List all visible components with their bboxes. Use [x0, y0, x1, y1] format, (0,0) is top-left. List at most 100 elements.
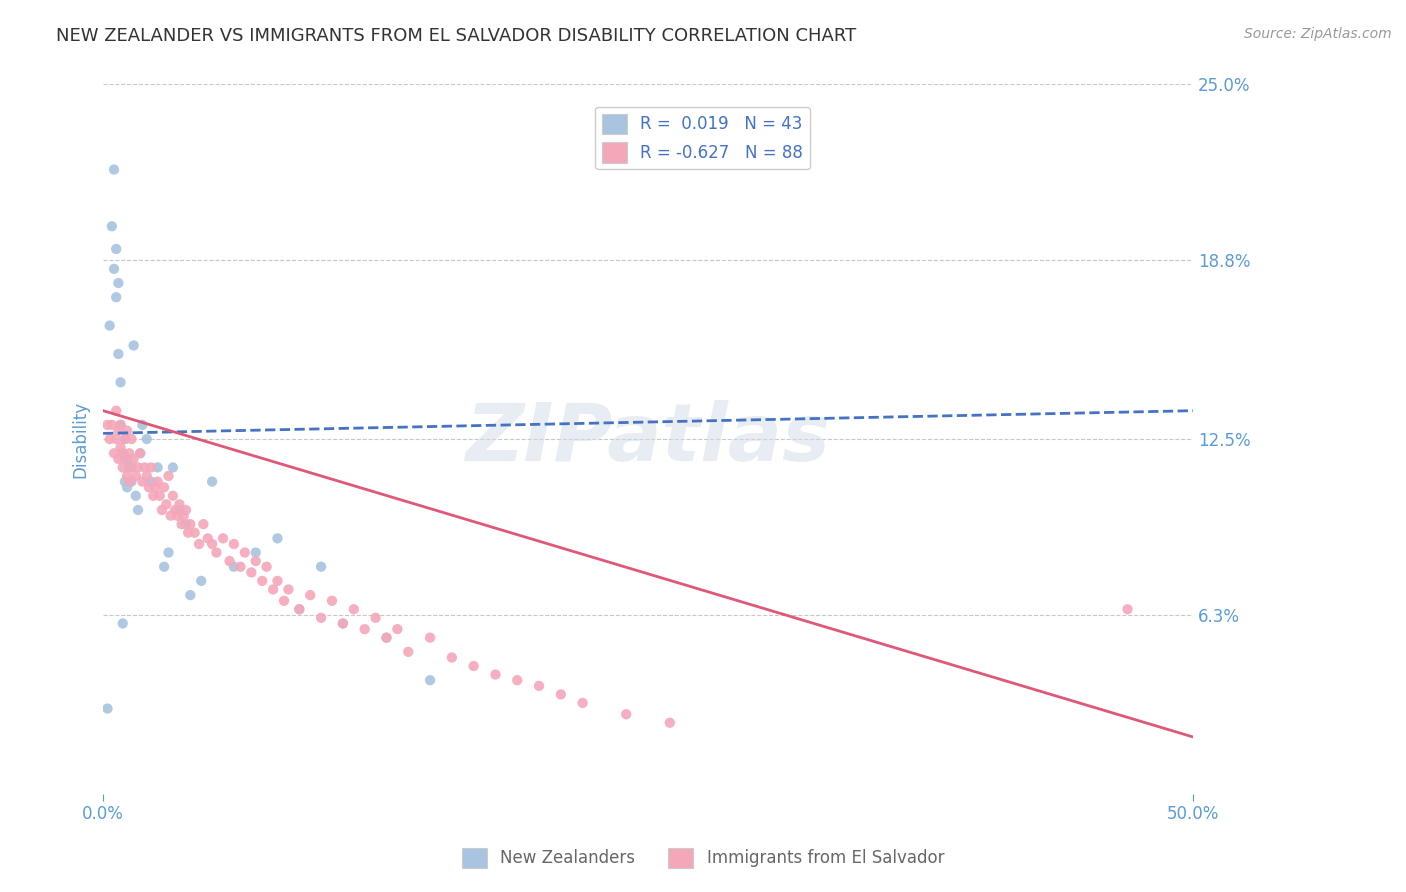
Point	[222, 537, 245, 551]
Point	[110, 417, 132, 432]
Point	[139, 475, 162, 489]
Point	[105, 403, 128, 417]
Point	[658, 715, 681, 730]
Point	[197, 532, 219, 546]
Point	[288, 602, 311, 616]
Point	[205, 545, 228, 559]
Point	[332, 616, 354, 631]
Point	[105, 432, 128, 446]
Point	[96, 417, 118, 432]
Point	[107, 451, 129, 466]
Point	[364, 611, 387, 625]
Point	[118, 446, 141, 460]
Point	[169, 497, 191, 511]
Point	[139, 460, 162, 475]
Point	[110, 376, 132, 390]
Point	[138, 480, 160, 494]
Point	[115, 451, 138, 466]
Point	[188, 537, 211, 551]
Point	[145, 480, 167, 494]
Point	[166, 508, 188, 523]
Point	[375, 631, 398, 645]
Point	[118, 475, 141, 489]
Point	[571, 696, 593, 710]
Point	[353, 622, 375, 636]
Point	[201, 475, 224, 489]
Point	[332, 616, 354, 631]
Point	[127, 460, 149, 475]
Point	[190, 574, 212, 588]
Point	[122, 451, 145, 466]
Point	[1116, 602, 1139, 616]
Point	[114, 475, 136, 489]
Legend: R =  0.019   N = 43, R = -0.627   N = 88: R = 0.019 N = 43, R = -0.627 N = 88	[595, 107, 810, 169]
Point	[252, 574, 274, 588]
Point	[110, 441, 132, 455]
Point	[419, 631, 441, 645]
Point	[233, 545, 256, 559]
Point	[193, 517, 215, 532]
Point	[115, 480, 138, 494]
Point	[135, 432, 157, 446]
Point	[266, 574, 288, 588]
Point	[129, 446, 152, 460]
Point	[103, 162, 125, 177]
Point	[121, 432, 143, 446]
Text: ZIPatlas: ZIPatlas	[465, 400, 831, 478]
Point	[550, 687, 572, 701]
Point	[157, 545, 180, 559]
Point	[131, 417, 153, 432]
Point	[179, 588, 201, 602]
Point	[288, 602, 311, 616]
Y-axis label: Disability: Disability	[72, 401, 89, 477]
Point	[96, 701, 118, 715]
Point	[177, 525, 200, 540]
Point	[162, 489, 184, 503]
Point	[174, 503, 197, 517]
Point	[299, 588, 322, 602]
Point	[127, 503, 149, 517]
Point	[159, 508, 181, 523]
Point	[153, 559, 176, 574]
Point	[387, 622, 409, 636]
Point	[110, 417, 132, 432]
Point	[245, 545, 267, 559]
Point	[273, 594, 295, 608]
Point	[111, 446, 134, 460]
Point	[614, 707, 637, 722]
Point	[440, 650, 463, 665]
Point	[114, 451, 136, 466]
Point	[150, 503, 173, 517]
Point	[115, 424, 138, 438]
Legend: New Zealanders, Immigrants from El Salvador: New Zealanders, Immigrants from El Salva…	[456, 841, 950, 875]
Point	[98, 432, 121, 446]
Point	[419, 673, 441, 688]
Point	[170, 517, 193, 532]
Point	[118, 460, 141, 475]
Point	[114, 432, 136, 446]
Point	[142, 489, 165, 503]
Point	[131, 475, 153, 489]
Point	[218, 554, 240, 568]
Point	[101, 219, 124, 234]
Point	[101, 417, 124, 432]
Point	[111, 460, 134, 475]
Point	[173, 508, 195, 523]
Point	[256, 559, 278, 574]
Point	[146, 460, 169, 475]
Point	[527, 679, 550, 693]
Point	[135, 469, 157, 483]
Point	[484, 667, 506, 681]
Point	[111, 446, 134, 460]
Point	[155, 497, 177, 511]
Point	[165, 503, 187, 517]
Point	[103, 261, 125, 276]
Point	[375, 631, 398, 645]
Point	[105, 290, 128, 304]
Point	[162, 460, 184, 475]
Point	[114, 432, 136, 446]
Point	[262, 582, 284, 597]
Point	[103, 446, 125, 460]
Text: Source: ZipAtlas.com: Source: ZipAtlas.com	[1244, 27, 1392, 41]
Point	[174, 517, 197, 532]
